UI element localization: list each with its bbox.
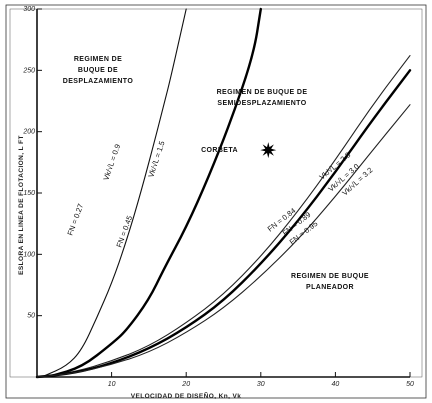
inner-border (9, 8, 423, 378)
series-line (43, 8, 187, 377)
series-line (36, 55, 411, 378)
region-semi-line-1: REGIMEN DE BUQUE DE (217, 89, 308, 96)
curve-label-fn-0-27: FN = 0.27 (65, 202, 85, 236)
region-displacement-line-1: REGIMEN DE (74, 56, 122, 63)
y-tick-label: 150 (23, 190, 35, 197)
y-tick-label: 300 (23, 6, 35, 13)
y-axis-label: ESLORA EN LINEA DE FLOTACION, L FT (18, 135, 25, 275)
series-line (50, 7, 262, 377)
region-semi-displacement: REGIMEN DE BUQUE DE SEMIDESPLAZAMIENTO (217, 89, 308, 107)
region-semi-line-2: SEMIDESPLAZAMIENTO (217, 100, 306, 107)
y-tick-label: 200 (22, 129, 35, 136)
region-planing-line-1: REGIMEN DE BUQUE (291, 273, 369, 280)
marker-label-corbeta: CORBETA (201, 147, 238, 154)
marker-star-shape (260, 142, 277, 159)
x-axis-label: VELOCIDAD DE DISEÑO, Kn, Vk (131, 391, 241, 400)
outer-border (5, 4, 427, 399)
region-planing: REGIMEN DE BUQUE PLANEADOR (291, 273, 369, 291)
marker-corbeta-star (260, 142, 277, 159)
series-line (35, 69, 412, 379)
y-tick-label: 100 (23, 251, 35, 258)
x-tick-label: 20 (181, 381, 190, 388)
annotations (260, 142, 277, 159)
x-tick-label: 10 (108, 381, 116, 388)
curve-label-fn-0-45: FN = 0.45 (114, 214, 134, 248)
y-tick-label: 250 (22, 67, 35, 74)
y-tick-label: 50 (27, 313, 35, 320)
region-displacement: REGIMEN DE BUQUE DE DESPLAZAMIENTO (63, 56, 134, 85)
x-tick-label: 50 (406, 381, 414, 388)
region-planing-line-2: PLANEADOR (306, 284, 354, 291)
region-displacement-line-2: BUQUE DE (78, 67, 118, 74)
curve-label-vk-0-9: Vk/√L = 0.9 (101, 143, 122, 182)
region-displacement-line-3: DESPLAZAMIENTO (63, 78, 134, 85)
axes: 50 100 150 200 250 300 10 20 30 40 50 (22, 6, 414, 388)
x-tick-label: 40 (332, 381, 340, 388)
x-tick-label: 30 (257, 381, 265, 388)
series-line (36, 104, 411, 378)
curves (35, 7, 412, 379)
